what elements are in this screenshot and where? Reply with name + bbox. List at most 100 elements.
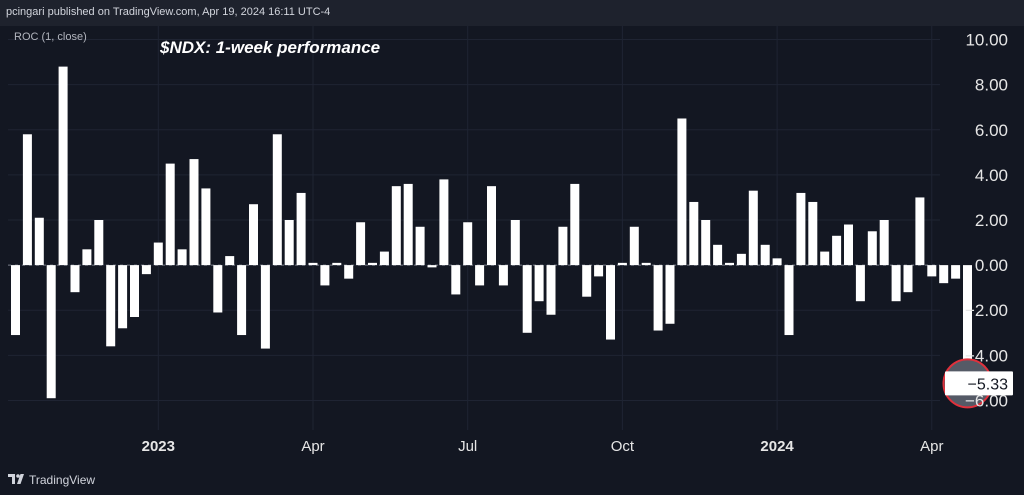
bar xyxy=(844,224,853,266)
bar xyxy=(629,226,639,266)
bar xyxy=(748,190,758,266)
x-axis: 2023 Apr Jul Oct 2024 Apr xyxy=(142,438,944,455)
publish-info: pcingari published on TradingView.com, A… xyxy=(6,6,331,18)
bar xyxy=(606,265,615,340)
bar xyxy=(189,159,199,266)
bar xyxy=(915,197,925,266)
bar xyxy=(570,183,580,266)
bar xyxy=(368,262,377,266)
bar xyxy=(272,134,282,266)
y-tick-label: 2.00 xyxy=(975,211,1008,230)
bar xyxy=(713,244,723,266)
roc-chart: 10.00 8.00 6.00 4.00 2.00 0.00 −2.00 −4.00 −6.00… xyxy=(8,26,1013,455)
bar xyxy=(701,220,711,266)
bar xyxy=(653,265,663,331)
bar xyxy=(927,265,937,277)
bar xyxy=(308,262,318,266)
bar xyxy=(237,265,247,336)
bar xyxy=(522,265,532,333)
bar xyxy=(106,265,116,347)
bar xyxy=(475,265,485,286)
bar xyxy=(772,258,782,266)
bar xyxy=(118,265,128,329)
x-tick-label: Apr xyxy=(920,438,943,455)
bar xyxy=(879,220,889,266)
x-tick-label: 2023 xyxy=(142,438,175,455)
bar xyxy=(130,265,139,317)
bar xyxy=(34,217,44,266)
bar xyxy=(510,220,520,266)
x-tick-label: Jul xyxy=(458,438,477,455)
bar xyxy=(356,222,366,266)
bar xyxy=(213,265,223,313)
bar xyxy=(677,118,687,266)
bar xyxy=(951,265,961,279)
bar xyxy=(379,251,389,266)
bar xyxy=(903,265,913,293)
bar xyxy=(249,204,258,266)
bar xyxy=(867,231,877,266)
bar xyxy=(689,201,699,266)
bar xyxy=(22,134,32,266)
bar xyxy=(760,244,770,266)
bar xyxy=(546,265,556,315)
y-tick-label: 4.00 xyxy=(975,166,1008,185)
bar xyxy=(855,265,865,302)
bar xyxy=(391,186,401,266)
bar xyxy=(11,265,20,336)
tradingview-brand[interactable]: TradingView xyxy=(29,473,96,487)
bar xyxy=(463,222,473,266)
y-axis: 10.00 8.00 6.00 4.00 2.00 0.00 −2.00 −4.00 −6.00 xyxy=(965,31,1008,411)
bar xyxy=(487,186,496,266)
bar xyxy=(832,235,842,266)
x-tick-label: Oct xyxy=(611,438,635,455)
x-tick-label: Apr xyxy=(301,438,324,455)
indicator-label: ROC (1, close) xyxy=(14,31,87,43)
bar xyxy=(94,220,104,266)
bar xyxy=(439,179,449,266)
bar xyxy=(617,262,627,266)
last-value-label: −5.33 xyxy=(968,376,1009,393)
bar xyxy=(963,265,972,386)
tradingview-logo-icon xyxy=(8,474,24,484)
bar xyxy=(784,265,794,336)
bar xyxy=(641,262,651,266)
bar xyxy=(415,226,425,266)
bar xyxy=(82,249,92,266)
last-value-badge: −5.33 xyxy=(945,371,1013,396)
bar xyxy=(582,265,592,297)
bar xyxy=(594,265,604,277)
bar xyxy=(225,256,235,266)
y-tick-label: 8.00 xyxy=(975,76,1008,95)
bar xyxy=(332,262,342,266)
bar xyxy=(260,265,270,349)
y-tick-label: −2.00 xyxy=(965,301,1008,320)
bar xyxy=(665,265,675,324)
footer-bar xyxy=(0,466,1024,495)
header-bar: pcingari published on TradingView.com, A… xyxy=(0,0,1024,26)
last-value-box xyxy=(945,371,1013,396)
bar xyxy=(320,265,330,286)
bar xyxy=(534,265,544,302)
y-tick-label: 6.00 xyxy=(975,121,1008,140)
y-tick-label: −4.00 xyxy=(965,346,1008,365)
y-tick-label: 0.00 xyxy=(975,256,1008,275)
chart-title: $NDX: 1-week performance xyxy=(159,38,380,57)
bar xyxy=(177,249,187,266)
bar xyxy=(427,265,437,268)
bar xyxy=(725,262,734,266)
bar xyxy=(70,265,80,293)
bar xyxy=(808,201,818,266)
bar xyxy=(451,265,461,295)
bar xyxy=(891,265,901,302)
bar xyxy=(939,265,949,284)
bar xyxy=(141,265,151,275)
bar xyxy=(153,242,163,266)
bar-series xyxy=(11,66,972,399)
bar xyxy=(403,183,413,266)
bar xyxy=(344,265,354,279)
bar xyxy=(58,66,68,266)
bar xyxy=(284,220,294,266)
y-tick-label: 10.00 xyxy=(965,31,1008,50)
bar xyxy=(796,192,806,266)
